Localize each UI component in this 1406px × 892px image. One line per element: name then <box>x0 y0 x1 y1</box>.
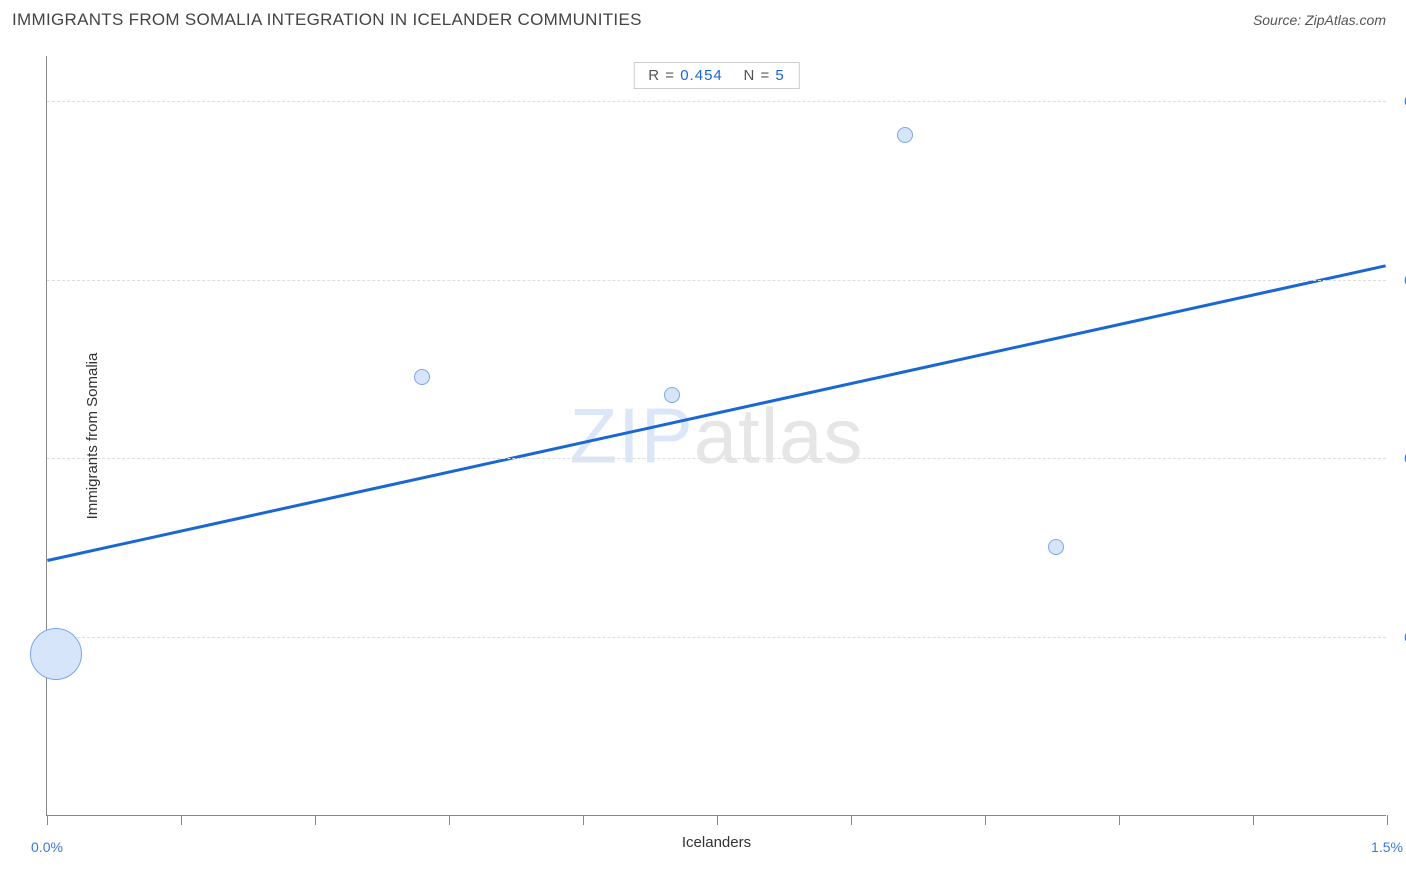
plot-area: ZIPatlas <box>47 56 1386 815</box>
watermark-zip: ZIP <box>569 391 693 479</box>
gridline <box>47 101 1386 102</box>
x-tick <box>583 815 584 825</box>
x-tick <box>1387 815 1388 825</box>
data-point[interactable] <box>664 387 680 403</box>
stats-box: R = 0.454 N = 5 <box>633 62 799 89</box>
gridline <box>47 280 1386 281</box>
x-axis-label: Icelanders <box>682 834 751 851</box>
chart-title: IMMIGRANTS FROM SOMALIA INTEGRATION IN I… <box>12 10 642 30</box>
n-label: N = <box>743 67 770 84</box>
data-point[interactable] <box>30 628 82 680</box>
x-tick <box>985 815 986 825</box>
x-tick <box>851 815 852 825</box>
trendline <box>47 56 1386 815</box>
data-point[interactable] <box>1048 539 1064 555</box>
n-value: 5 <box>775 67 784 84</box>
gridline <box>47 458 1386 459</box>
y-axis-label: Immigrants from Somalia <box>84 352 101 519</box>
r-label: R = <box>648 67 675 84</box>
watermark-atlas: atlas <box>694 391 864 479</box>
x-tick <box>181 815 182 825</box>
x-tick <box>1253 815 1254 825</box>
chart-source: Source: ZipAtlas.com <box>1253 12 1386 28</box>
x-tick-label: 0.0% <box>31 839 63 855</box>
x-tick <box>449 815 450 825</box>
r-value: 0.454 <box>680 67 723 84</box>
data-point[interactable] <box>897 127 913 143</box>
x-tick <box>47 815 48 825</box>
x-tick <box>717 815 718 825</box>
gridline <box>47 637 1386 638</box>
x-tick <box>1119 815 1120 825</box>
chart-header: IMMIGRANTS FROM SOMALIA INTEGRATION IN I… <box>0 0 1406 38</box>
data-point[interactable] <box>414 369 430 385</box>
x-tick-label: 1.5% <box>1371 839 1403 855</box>
watermark: ZIPatlas <box>569 390 863 481</box>
chart-container: ZIPatlas R = 0.454 N = 5 Immigrants from… <box>46 56 1386 816</box>
x-tick <box>315 815 316 825</box>
